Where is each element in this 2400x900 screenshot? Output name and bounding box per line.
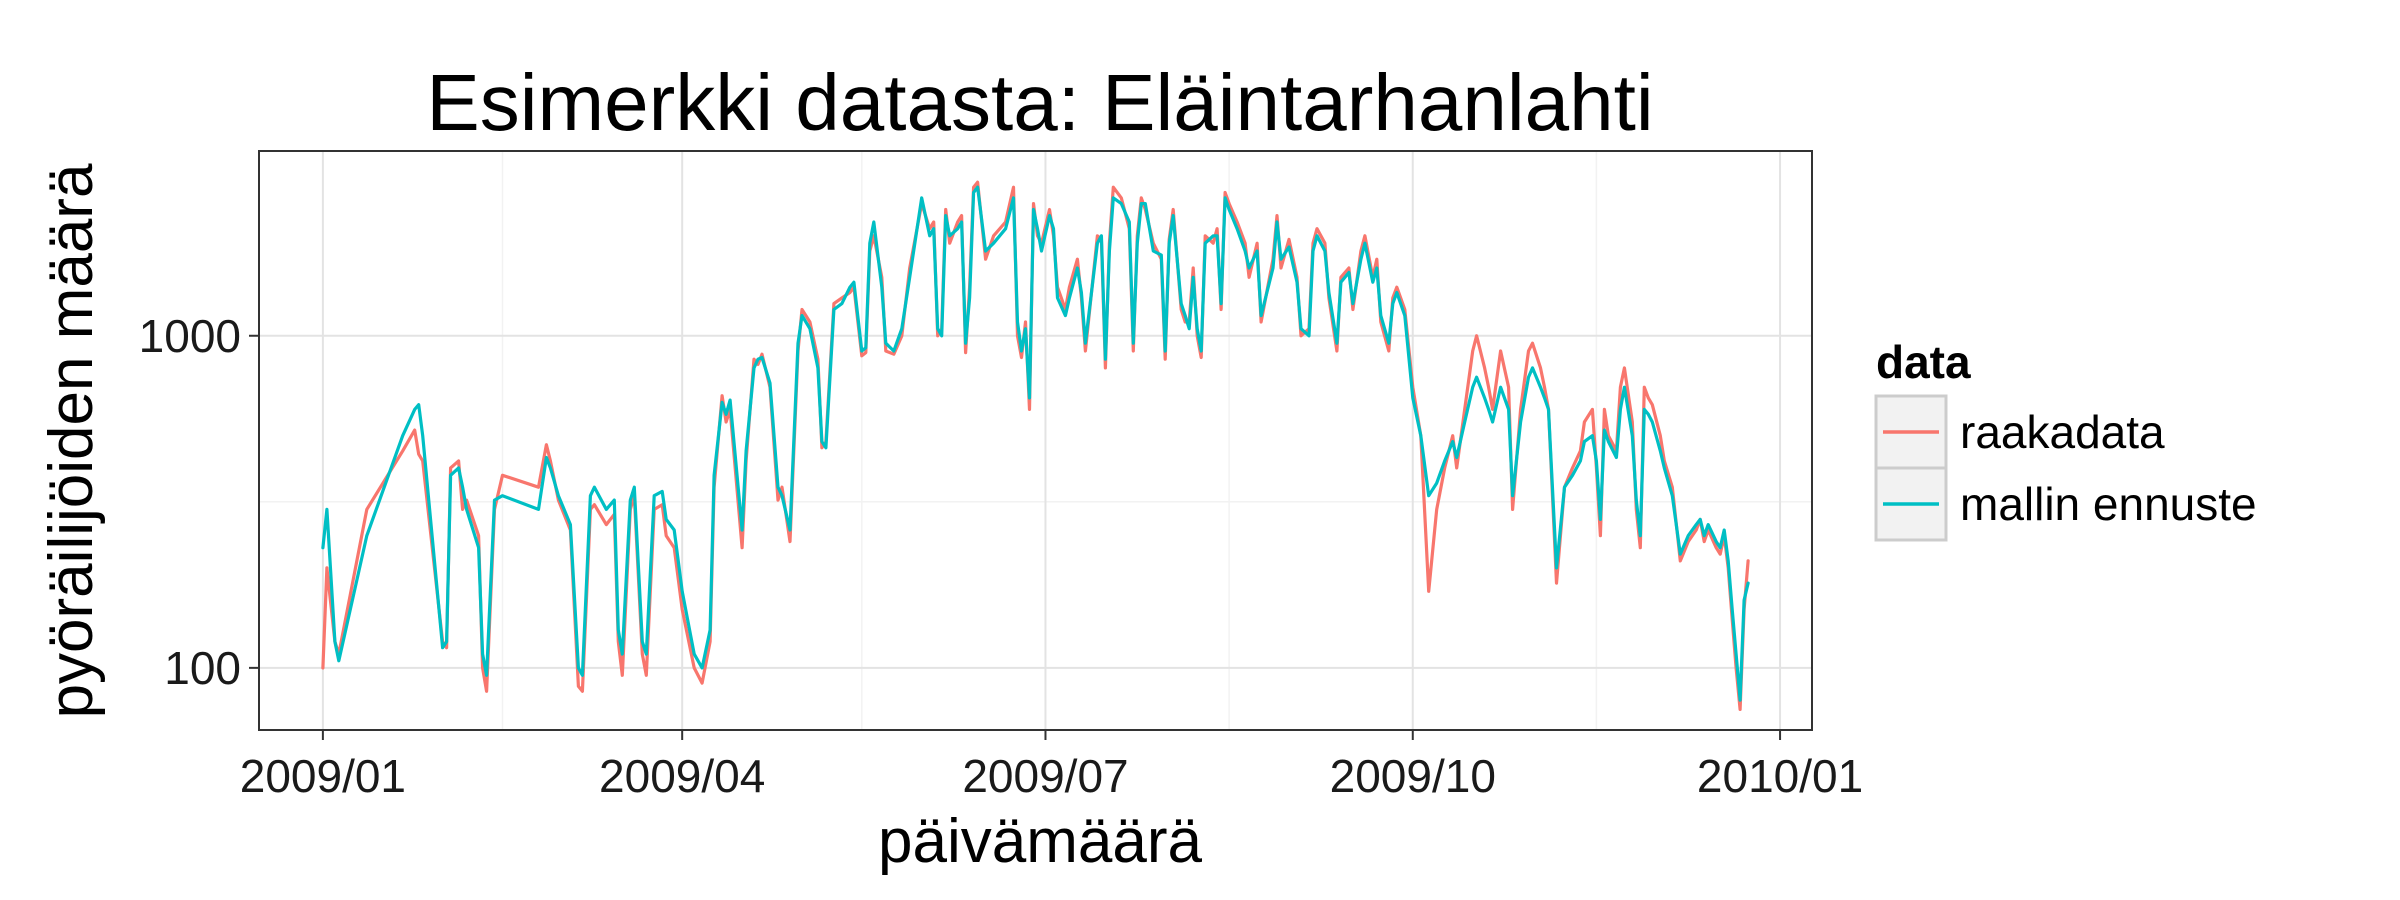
plot-panel bbox=[259, 151, 1812, 730]
legend-title: data bbox=[1876, 336, 1971, 388]
x-axis-ticks: 2009/01 2009/04 2009/07 2009/10 2010/01 bbox=[240, 730, 1863, 802]
series-line-mallin-ennuste bbox=[321, 185, 1750, 702]
x-tick-label: 2009/10 bbox=[1330, 750, 1496, 802]
x-axis-title: päivämäärä bbox=[878, 807, 1202, 876]
x-tick-label: 2009/07 bbox=[962, 750, 1128, 802]
y-tick-label: 1000 bbox=[139, 310, 241, 362]
y-axis-title: pyöräilijöiden määrä bbox=[37, 163, 106, 718]
y-axis-ticks: 100 1000 bbox=[139, 310, 259, 694]
plot-area bbox=[259, 151, 1812, 730]
series-lines bbox=[321, 180, 1750, 712]
chart-title: Esimerkki datasta: Eläintarhanlahti bbox=[426, 58, 1653, 147]
legend-label: raakadata bbox=[1960, 406, 2165, 458]
x-tick-label: 2009/01 bbox=[240, 750, 406, 802]
y-tick-label: 100 bbox=[164, 642, 241, 694]
x-tick-label: 2009/04 bbox=[599, 750, 765, 802]
legend-label: mallin ennuste bbox=[1960, 478, 2257, 530]
legend: data raakadata mallin ennuste bbox=[1874, 336, 2257, 542]
grid-lines bbox=[259, 151, 1812, 730]
x-tick-label: 2010/01 bbox=[1697, 750, 1863, 802]
plot-panel-border bbox=[258, 150, 1813, 731]
